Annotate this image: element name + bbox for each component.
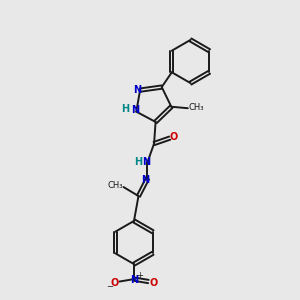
Text: N: N — [131, 105, 139, 115]
Text: +: + — [136, 271, 143, 280]
Text: N: N — [141, 175, 149, 185]
Text: O: O — [111, 278, 119, 288]
Text: −: − — [106, 282, 113, 291]
Text: CH₃: CH₃ — [188, 103, 204, 112]
Text: O: O — [149, 278, 157, 288]
Text: N: N — [130, 275, 139, 285]
Text: CH₃: CH₃ — [107, 181, 123, 190]
Text: N: N — [134, 85, 142, 94]
Text: H: H — [121, 104, 129, 114]
Text: N: N — [142, 157, 150, 166]
Text: O: O — [170, 132, 178, 142]
Text: H: H — [134, 157, 142, 166]
